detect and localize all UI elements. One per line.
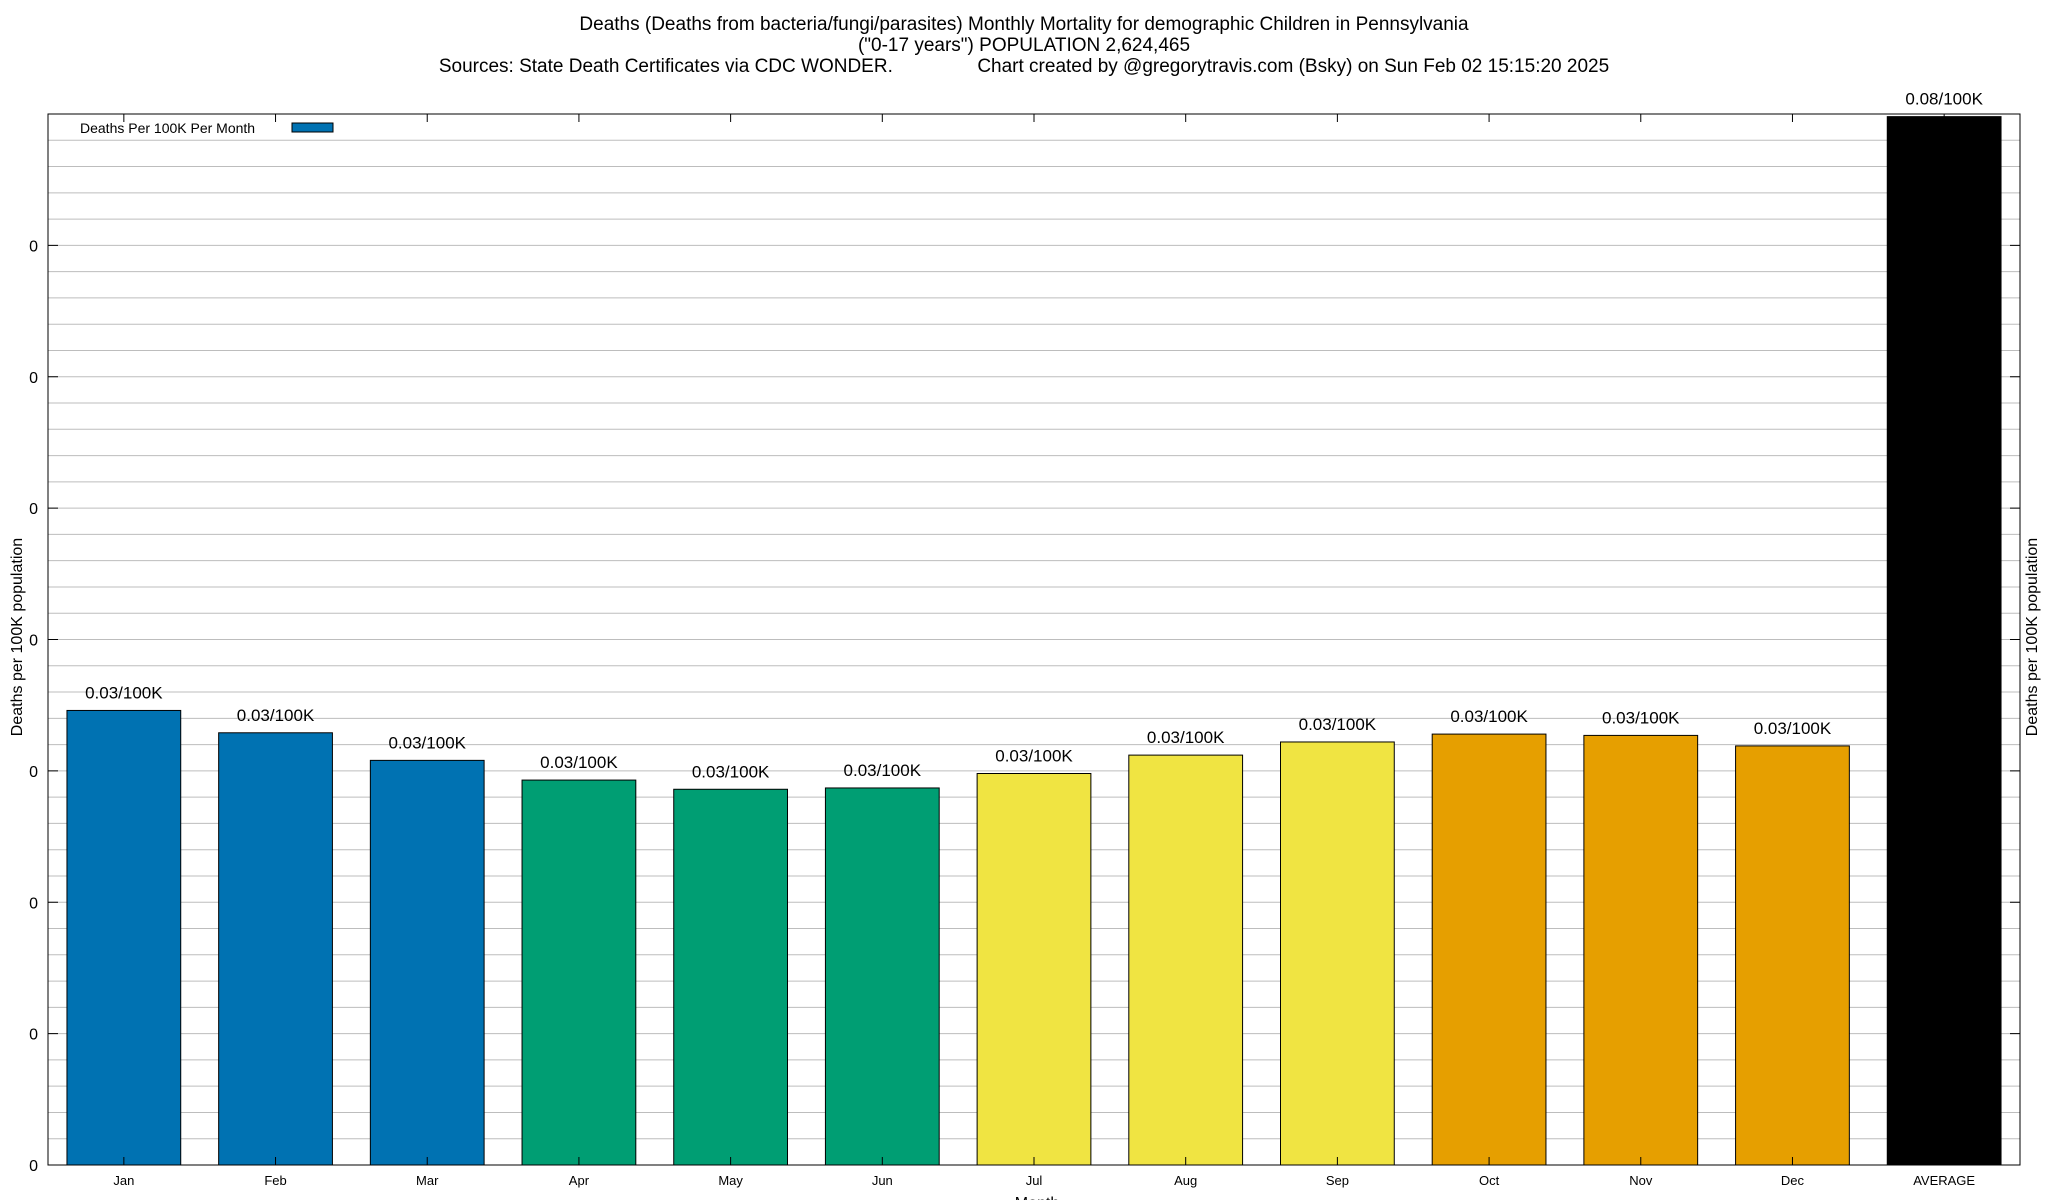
- x-tick-label-oct: Oct: [1479, 1173, 1500, 1188]
- data-label-aug: 0.03/100K: [1147, 728, 1225, 747]
- bar-average: [1886, 116, 2002, 1166]
- bar-jan: [66, 709, 182, 1166]
- data-label-apr: 0.03/100K: [540, 753, 618, 772]
- y-axis-label-right: Deaths per 100K population: [2024, 537, 2041, 737]
- data-label-sep: 0.03/100K: [1299, 715, 1377, 734]
- data-label-jan: 0.03/100K: [85, 683, 163, 702]
- data-label-nov: 0.03/100K: [1602, 708, 1680, 727]
- x-tick-label-dec: Dec: [1781, 1173, 1805, 1188]
- x-tick-label-jun: Jun: [872, 1173, 893, 1188]
- data-label-mar: 0.03/100K: [388, 733, 466, 752]
- y-tick-label: 0: [29, 501, 38, 518]
- x-tick-label-mar: Mar: [416, 1173, 439, 1188]
- bar-feb: [218, 732, 333, 1166]
- data-label-dec: 0.03/100K: [1754, 719, 1832, 738]
- y-tick-label: 0: [29, 238, 38, 255]
- y-tick-label: 0: [29, 764, 38, 781]
- bar-oct: [1431, 733, 1547, 1166]
- bar-jul: [976, 773, 1092, 1166]
- plot-frame: [47, 113, 2021, 1166]
- bar-may: [673, 788, 789, 1166]
- chart-subtitle-sources: Sources: State Death Certificates via CD…: [438, 56, 1610, 77]
- x-tick-label-apr: Apr: [569, 1173, 590, 1188]
- data-label-jul: 0.03/100K: [995, 747, 1073, 766]
- bar-mar: [369, 759, 485, 1166]
- bar-sep: [1280, 741, 1395, 1166]
- y-axis-label-left: Deaths per 100K population: [9, 537, 26, 737]
- bar-aug: [1128, 754, 1244, 1166]
- bar-apr: [521, 779, 637, 1166]
- bar-dec: [1735, 745, 1850, 1166]
- legend-swatch: [291, 122, 334, 133]
- bar-jun: [824, 787, 940, 1166]
- legend-label: Deaths Per 100K Per Month: [80, 120, 256, 136]
- y-tick-label: 0: [29, 895, 38, 912]
- data-label-oct: 0.03/100K: [1450, 707, 1528, 726]
- x-tick-label-feb: Feb: [264, 1173, 286, 1188]
- y-tick-label: 0: [29, 1027, 38, 1044]
- y-tick-label: 0: [29, 1158, 38, 1175]
- y-tick-label: 0: [29, 370, 38, 387]
- x-tick-label-aug: Aug: [1174, 1173, 1197, 1188]
- x-tick-label-average: AVERAGE: [1913, 1173, 1975, 1188]
- chart-title-line-1: Deaths (Deaths from bacteria/fungi/paras…: [579, 14, 1469, 35]
- x-tick-label-sep: Sep: [1326, 1173, 1349, 1188]
- data-label-may: 0.03/100K: [692, 762, 770, 781]
- x-tick-label-jul: Jul: [1026, 1173, 1043, 1188]
- data-label-feb: 0.03/100K: [237, 706, 315, 725]
- data-label-jun: 0.03/100K: [844, 761, 922, 780]
- y-tick-label: 0: [29, 633, 38, 650]
- x-tick-label-jan: Jan: [113, 1173, 134, 1188]
- bar-nov: [1583, 734, 1699, 1166]
- x-tick-label-may: May: [718, 1173, 743, 1188]
- data-label-average: 0.08/100K: [1905, 90, 1983, 109]
- x-axis-label: Month: [1015, 1195, 1059, 1200]
- chart-title-line-2: ("0-17 years") POPULATION 2,624,465: [857, 35, 1191, 56]
- x-tick-label-nov: Nov: [1629, 1173, 1653, 1188]
